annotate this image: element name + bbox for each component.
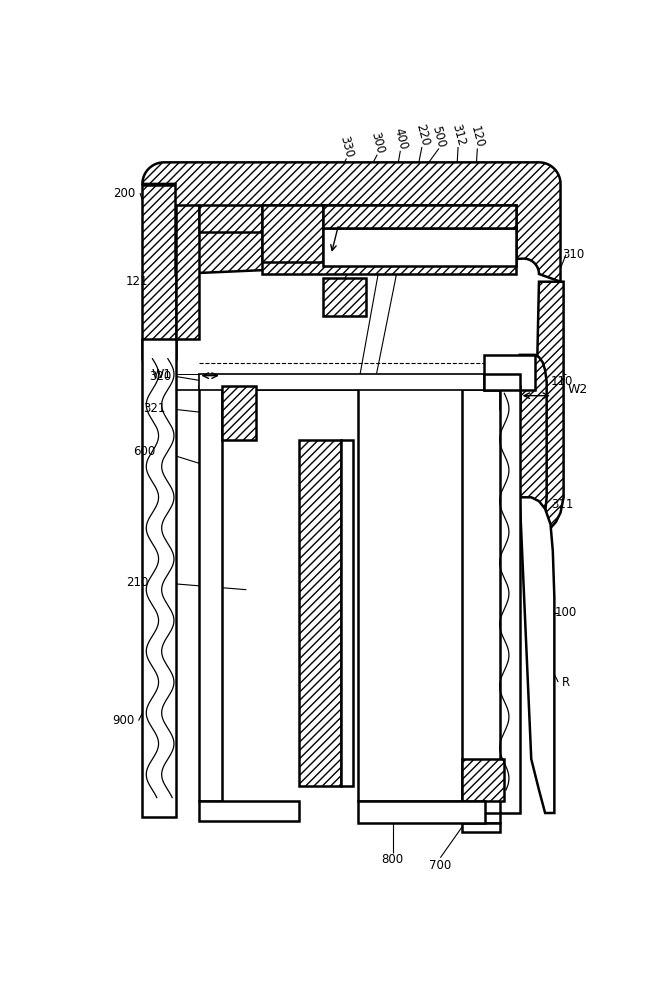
Bar <box>142 339 175 817</box>
Text: 300: 300 <box>368 131 386 155</box>
Text: 121: 121 <box>125 275 148 288</box>
Text: 110: 110 <box>551 375 573 388</box>
Text: 310: 310 <box>562 248 585 261</box>
Text: 500: 500 <box>430 125 448 149</box>
Text: 600: 600 <box>133 445 156 458</box>
Text: 330: 330 <box>337 135 356 159</box>
Polygon shape <box>535 282 564 536</box>
Text: 200: 200 <box>114 187 136 200</box>
Bar <box>501 386 520 813</box>
Bar <box>199 205 262 232</box>
Text: 900: 900 <box>112 714 134 727</box>
Bar <box>199 386 222 801</box>
Polygon shape <box>520 497 554 813</box>
Bar <box>199 801 299 821</box>
Bar <box>323 228 516 266</box>
Bar <box>358 801 485 823</box>
Bar <box>323 278 366 316</box>
Text: 120: 120 <box>468 124 487 149</box>
Bar <box>358 386 462 801</box>
Text: R: R <box>562 676 570 689</box>
Text: 312: 312 <box>449 123 467 148</box>
Bar <box>462 759 505 801</box>
Polygon shape <box>142 185 175 359</box>
Text: 320: 320 <box>149 370 171 383</box>
Polygon shape <box>323 205 516 228</box>
Polygon shape <box>262 205 516 274</box>
Bar <box>299 440 341 786</box>
Text: 100: 100 <box>555 606 577 619</box>
Text: 220: 220 <box>413 123 431 148</box>
Bar <box>222 386 256 440</box>
Bar <box>483 374 520 389</box>
Polygon shape <box>520 355 546 536</box>
Text: 210: 210 <box>126 576 148 588</box>
Polygon shape <box>142 162 560 282</box>
Bar <box>262 205 323 262</box>
Bar <box>199 374 483 389</box>
Bar <box>341 440 353 786</box>
Text: W1: W1 <box>151 368 172 381</box>
Text: 700: 700 <box>429 859 452 872</box>
Bar <box>462 813 501 823</box>
Text: 400: 400 <box>391 127 410 152</box>
Bar <box>175 205 199 339</box>
Bar <box>462 823 501 832</box>
Text: W2: W2 <box>567 383 588 396</box>
Text: 321: 321 <box>143 402 165 415</box>
Polygon shape <box>483 355 535 409</box>
Text: 311: 311 <box>551 498 573 512</box>
Text: 800: 800 <box>382 853 404 866</box>
